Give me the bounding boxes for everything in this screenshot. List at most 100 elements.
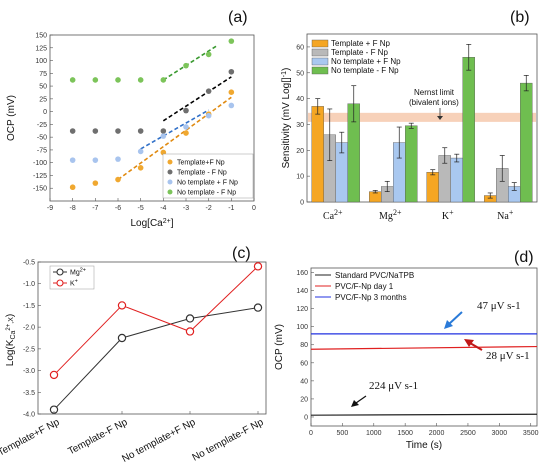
panel-c-xtick-label: No template-F Np xyxy=(191,417,266,464)
panel-a-fit-line xyxy=(140,109,210,150)
panel-c-ytick-label: -0.5 xyxy=(23,260,35,267)
panel-a-point xyxy=(69,128,76,134)
panel-a-legend-box xyxy=(162,153,254,199)
panel-d: (d) OCP (mV) Time (s) 0 20 40 60 80 100 120 140… xyxy=(274,249,539,451)
panel-d-xtick-label: 3000 xyxy=(492,430,508,437)
panel-d-arrowhead-black xyxy=(351,400,359,407)
panel-b-frame xyxy=(306,33,538,203)
panel-c-ylabel: Log(KCa2+,X) xyxy=(5,314,17,366)
panel-b-annotation-line2: (bivalent ions) xyxy=(409,98,459,107)
panel-b-legend-swatch xyxy=(311,57,329,66)
panel-c-point xyxy=(253,303,263,312)
panel-b-legend-swatch xyxy=(311,48,329,57)
panel-c-ytick-label: -2.5 xyxy=(23,346,35,353)
panel-a-point xyxy=(205,51,212,58)
panel-d-drift-red: 28 μV s-1 xyxy=(486,350,530,362)
panel-c-ytick-label: -3.0 xyxy=(23,368,35,375)
panel-c-legend-marker xyxy=(56,279,64,287)
panel-b-ylabel: Sensitivity (mV Log[]-1) xyxy=(281,68,292,169)
panel-a-point xyxy=(183,107,189,114)
panel-a-xlabel: Log[Ca2+] xyxy=(130,218,173,229)
panel-a-xtick-label: -1 xyxy=(228,205,234,212)
panel-d-ytick-label: 0 xyxy=(304,414,308,421)
panel-b-legend-swatch xyxy=(311,39,329,48)
panel-c-series-line xyxy=(53,307,259,411)
panel-d-xtick-label: 3500 xyxy=(523,430,539,437)
panel-a-xtick-label: -7 xyxy=(92,205,98,212)
panel-a-label: (a) xyxy=(228,9,248,26)
panel-a-point xyxy=(160,133,167,139)
panel-a-point xyxy=(137,77,144,83)
panel-d-series-line xyxy=(310,345,538,350)
panel-a-legend-marker xyxy=(167,189,173,195)
panel-a-point xyxy=(137,165,144,171)
panel-c-point xyxy=(185,314,195,323)
panel-c-point xyxy=(185,327,195,336)
panel-a-point xyxy=(92,77,99,83)
panel-d-drift-blue: 47 μV s-1 xyxy=(477,300,521,312)
panel-a-point xyxy=(183,130,189,136)
panel-d-arrow-blue xyxy=(448,311,463,325)
panel-a-point xyxy=(69,157,76,163)
panel-a-fit-line xyxy=(162,44,219,81)
panel-a-legend-marker xyxy=(167,169,173,175)
panel-a: (a) OCP (mV) Log[Ca2+] -150-125-100-75-5… xyxy=(6,9,256,229)
panel-d-ylabel: OCP (mV) xyxy=(274,324,285,370)
panel-c-point xyxy=(117,333,127,343)
panel-a-legend-label: No template + F Np xyxy=(177,180,238,187)
panel-a-ytick-label: -50 xyxy=(37,135,47,142)
panel-a-xtick-label: -9 xyxy=(47,205,53,212)
panel-b-ytick-label: 40 xyxy=(296,96,304,103)
panel-a-xtick-label: -5 xyxy=(138,205,144,212)
panel-a-point xyxy=(183,124,189,130)
panel-b-xtick-label: Ca2+ xyxy=(323,208,343,222)
panel-d-ytick-label: 100 xyxy=(296,324,308,331)
panel-d-arrow-red xyxy=(469,342,483,351)
panel-a-ytick-label: 150 xyxy=(35,33,47,40)
panel-b-annotation-line1: Nernst limit xyxy=(414,88,455,97)
panel-b-bar xyxy=(520,82,533,203)
panel-a-legend-label: Template+F Np xyxy=(177,160,225,167)
panel-a-xtick-label: -4 xyxy=(160,205,166,212)
panel-b: (b) Sensitivity (mV Log[]-1) 0 10 20 30 40 50… xyxy=(281,9,538,222)
panel-b-legend-label: No template - F Np xyxy=(331,66,399,75)
panel-b-ytick-label: 50 xyxy=(296,70,304,77)
panel-d-arrowhead-blue xyxy=(444,320,453,329)
panel-b-legend-swatch xyxy=(311,66,329,75)
panel-d-xtick-label: 1500 xyxy=(397,430,413,437)
panel-c-point xyxy=(253,262,263,271)
panel-a-point xyxy=(92,157,99,163)
panel-c-ytick-label: -3.5 xyxy=(23,390,35,397)
panel-a-point xyxy=(183,62,189,69)
panel-c-xtick-label: Template+F Np xyxy=(0,417,62,459)
panel-d-arrow-black xyxy=(355,395,367,404)
panel-a-ytick-label: -150 xyxy=(33,186,47,193)
panel-a-ytick-label: -100 xyxy=(33,160,47,167)
panel-b-bar xyxy=(405,125,418,203)
panel-a-ylabel: OCP (mV) xyxy=(6,95,17,141)
panel-c-label: (c) xyxy=(232,245,251,262)
panel-b-bar xyxy=(311,106,324,203)
panel-b-annotation-arrowhead xyxy=(437,116,443,120)
panel-c-ytick-label: -4.0 xyxy=(23,412,35,419)
panel-a-ytick-label: 125 xyxy=(35,45,47,52)
panel-b-xtick-label: Mg2+ xyxy=(379,208,402,222)
panel-c-legend-label: Mg2+ xyxy=(70,268,86,277)
panel-b-ytick-label: 60 xyxy=(296,44,304,51)
panel-d-ytick-label: 20 xyxy=(300,396,308,403)
panel-a-point xyxy=(137,128,144,134)
panel-b-ytick-label: 10 xyxy=(296,174,304,181)
panel-c-legend-marker xyxy=(56,268,64,276)
panel-b-nernst-band xyxy=(308,112,536,122)
panel-d-xtick-label: 0 xyxy=(309,430,313,437)
panel-d-xtick-label: 500 xyxy=(337,430,349,437)
panel-c-series-line xyxy=(53,265,259,376)
panel-c-point xyxy=(117,301,127,310)
panel-a-legend-marker xyxy=(167,179,173,185)
panel-c-xtick-label: No template+F Np xyxy=(120,417,197,465)
panel-a-point xyxy=(92,180,99,186)
panel-a-fit-line xyxy=(117,96,232,181)
panel-a-legend-marker xyxy=(167,159,173,165)
